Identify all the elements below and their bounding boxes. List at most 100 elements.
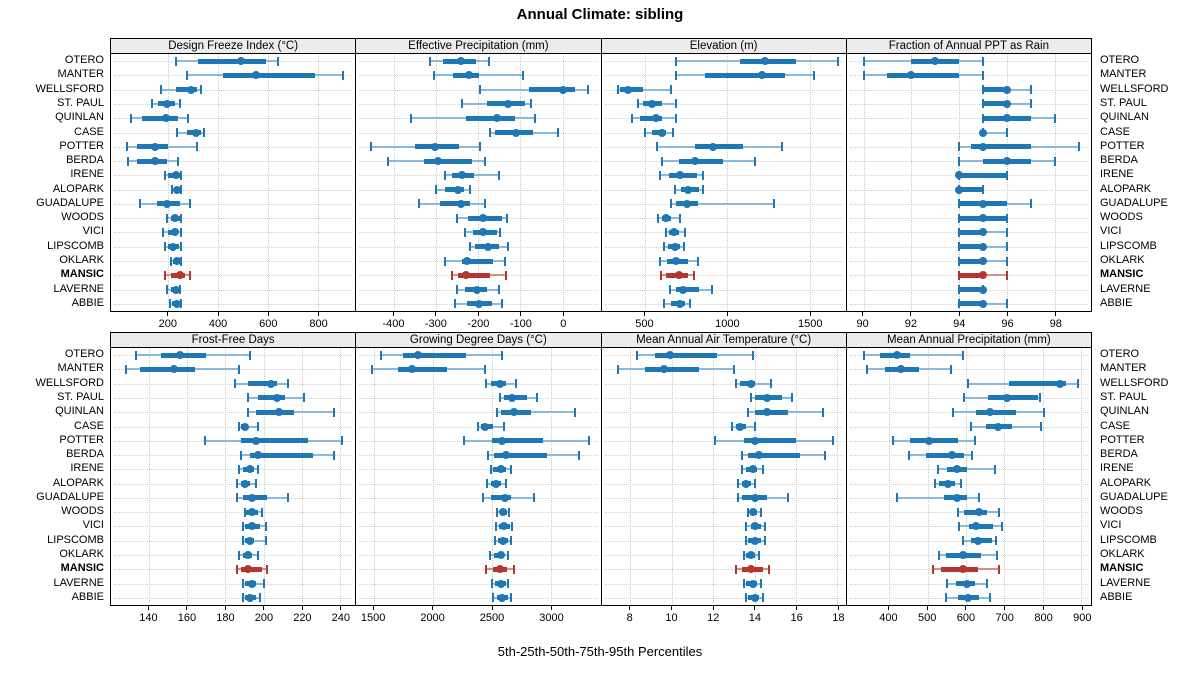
- gridline: [478, 54, 480, 311]
- whisker-cap-95th: [1030, 99, 1033, 109]
- axis-tick: [1081, 606, 1083, 610]
- whisker-cap-95th: [260, 507, 263, 517]
- whisker-cap-95th: [266, 564, 269, 574]
- median-dot: [669, 228, 678, 237]
- whisker-cap-95th: [998, 507, 1001, 517]
- station-label: CASE: [1100, 419, 1130, 432]
- median-dot: [186, 85, 195, 94]
- median-dot: [252, 436, 261, 445]
- row-guide-line: [604, 469, 843, 471]
- whisker-cap-95th: [683, 227, 686, 237]
- whisker-cap-5th: [659, 270, 662, 280]
- median-dot: [499, 536, 508, 545]
- row-guide-line: [114, 89, 353, 91]
- median-dot: [671, 257, 680, 266]
- median-dot: [502, 451, 511, 460]
- whisker-cap-95th: [177, 156, 180, 166]
- median-dot: [170, 214, 179, 223]
- whisker-cap-95th: [998, 564, 1001, 574]
- whisker-cap-95th: [179, 285, 182, 295]
- axis-tick-label: -200: [467, 318, 490, 330]
- axis-tick-label: 180: [216, 612, 235, 624]
- iqr-bar-25-75: [705, 72, 785, 78]
- whisker-cap-95th: [1030, 199, 1033, 209]
- whisker-cap-95th: [502, 422, 505, 432]
- whisker-cap-5th: [479, 85, 482, 95]
- iqr-bar-25-75: [959, 272, 984, 278]
- iqr-bar-25-75: [440, 201, 470, 207]
- whisker-cap-5th: [126, 142, 129, 152]
- iqr-bar-25-75: [461, 258, 494, 264]
- gridline: [373, 348, 375, 605]
- axis-tick: [958, 312, 960, 316]
- station-label: LIPSCOMB: [1100, 239, 1157, 252]
- row-guide-line: [849, 89, 1088, 91]
- median-dot: [683, 199, 692, 208]
- row-guide-line: [359, 597, 598, 599]
- whisker-cap-95th: [988, 593, 991, 603]
- iqr-bar-25-75: [403, 352, 466, 358]
- row-guide-line: [604, 232, 843, 234]
- whisker-cap-95th: [487, 56, 490, 66]
- row-guide-line: [604, 540, 843, 542]
- whisker-cap-95th: [1039, 422, 1042, 432]
- whisker-cap-95th: [682, 242, 685, 252]
- station-label: ALOPARK: [52, 476, 104, 489]
- whisker-cap-95th: [757, 550, 760, 560]
- row-guide-line: [604, 512, 843, 514]
- median-dot: [955, 171, 964, 180]
- iqr-bar-25-75: [971, 144, 1032, 150]
- whisker-cap-95th: [790, 393, 793, 403]
- whisker-cap-5th: [737, 479, 740, 489]
- station-label: MANSIC: [1100, 268, 1144, 281]
- whisker-cap-5th: [241, 579, 244, 589]
- whisker-cap-95th: [180, 185, 183, 195]
- whisker-cap-95th: [509, 464, 512, 474]
- whisker-cap-95th: [768, 564, 771, 574]
- whisker-cap-5th: [239, 450, 242, 460]
- whisker-cap-95th: [674, 99, 677, 109]
- iqr-bar-25-75: [983, 101, 1008, 107]
- whisker-cap-5th: [668, 285, 671, 295]
- station-label: ALOPARK: [52, 182, 104, 195]
- axis-tick-label: 500: [635, 318, 654, 330]
- gridline: [550, 348, 552, 605]
- whisker-cap-95th: [982, 70, 985, 80]
- gridline: [520, 54, 522, 311]
- whisker-cap-5th: [159, 85, 162, 95]
- gridline: [927, 348, 929, 605]
- iqr-bar-25-75: [676, 287, 700, 293]
- panel-plot-area: [355, 54, 602, 312]
- iqr-bar-25-75: [142, 115, 179, 121]
- whisker-cap-5th: [866, 364, 869, 374]
- row-guide-line: [114, 146, 353, 148]
- axis-tick: [629, 606, 631, 610]
- median-dot: [495, 565, 504, 574]
- axis-tick-label: 1000: [715, 318, 740, 330]
- axis-tick: [318, 312, 320, 316]
- whisker-cap-95th: [509, 593, 512, 603]
- gridline: [562, 54, 564, 311]
- whisker-cap-5th: [862, 56, 865, 66]
- whisker-cap-5th: [958, 521, 961, 531]
- row-guide-line: [114, 383, 353, 385]
- median-dot: [169, 365, 178, 374]
- median-dot: [678, 285, 687, 294]
- whisker-cap-95th: [753, 479, 756, 489]
- median-dot: [907, 71, 916, 80]
- whisker-cap-5th: [435, 185, 438, 195]
- panel-plot-area: [600, 348, 847, 606]
- station-labels-left: OTERO MANTER WELLSFORD ST. PAUL QUINLAN CASE P…: [0, 38, 104, 330]
- median-dot: [979, 299, 988, 308]
- gridline: [645, 54, 647, 311]
- axis-tick-label: -400: [382, 318, 405, 330]
- row-guide-line: [604, 526, 843, 528]
- median-dot: [191, 128, 200, 137]
- iqr-bar-25-75: [491, 438, 544, 444]
- whisker-cap-5th: [234, 379, 237, 389]
- row-guide-line: [604, 455, 843, 457]
- axis-tick-label: 220: [293, 612, 312, 624]
- median-dot: [248, 493, 257, 502]
- median-dot: [676, 171, 685, 180]
- median-dot: [407, 365, 416, 374]
